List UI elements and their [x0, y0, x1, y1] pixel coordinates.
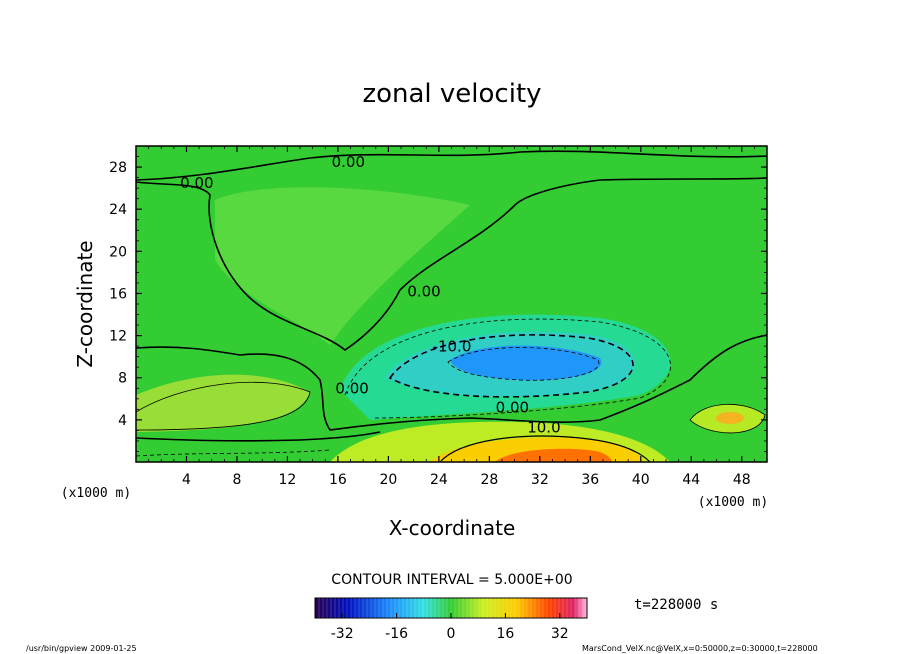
chart-title: zonal velocity: [362, 79, 541, 109]
contour-interval-label: CONTOUR INTERVAL = 5.000E+00: [331, 572, 572, 588]
contour-zero-top: [136, 150, 767, 181]
contour-label: -10.0: [433, 337, 472, 355]
y-tick-label: 28: [109, 160, 127, 176]
x-unit-label: (x1000 m): [61, 486, 131, 501]
contour-minus-five-bottom: [136, 449, 331, 457]
colorbar-tick-label: 32: [551, 626, 569, 642]
x-axis: 4 8 12 16 20 24 28 32 36 40 44 48: [148, 146, 755, 488]
x-tick-label: 48: [733, 472, 751, 488]
colorbar-ticks: -32 -16 0 16 32: [331, 613, 569, 642]
colorbar-stripes: [318, 598, 584, 618]
field-light-green-region: [215, 187, 470, 345]
y-axis-title: Z-coordinate: [73, 240, 97, 367]
contour-minus-fifteen: [447, 347, 600, 381]
contour-ten-positive: [439, 435, 651, 462]
contour-zero-bottom: [136, 431, 381, 442]
contour-minus-ten: [388, 334, 634, 398]
colorbar-tick-label: 0: [447, 626, 456, 642]
field-right-orange-spot: [716, 412, 744, 424]
colorbar-tick-label: -16: [385, 626, 408, 642]
y-unit-label: (x1000 m): [698, 495, 768, 510]
x-tick-label: 4: [182, 472, 191, 488]
time-label: t=228000 s: [634, 597, 718, 613]
contour-lines: [136, 150, 767, 462]
y-tick-label: 16: [109, 286, 127, 302]
contour-label: 0.00: [335, 380, 368, 398]
y-tick-label: 24: [109, 202, 127, 218]
contour-minus-five: [344, 318, 671, 419]
x-axis-title: X-coordinate: [389, 516, 516, 540]
footer-right: MarsCond_VelX.nc@VelX,x=0:50000,z=0:3000…: [582, 644, 818, 653]
contour-label: 10.0: [527, 419, 560, 437]
x-tick-label: 24: [430, 472, 448, 488]
contour-label: 0.00: [407, 283, 440, 301]
x-tick-label: 12: [279, 472, 297, 488]
x-tick-label: 16: [329, 472, 347, 488]
x-tick-label: 44: [682, 472, 700, 488]
y-axis: 4 8 12 16 20 24 28: [109, 156, 767, 452]
field-positive-core: [495, 448, 612, 462]
x-tick-label: 8: [232, 472, 241, 488]
plot-area: 0.00 0.00 0.00 -10.0 0.00 0.00 10.0: [136, 146, 767, 462]
contour-five-positive: [136, 381, 311, 431]
field-negative-core: [450, 345, 602, 381]
colorbar-tick-label: -32: [331, 626, 354, 642]
contour-five-right: [689, 403, 766, 434]
x-tick-label: 40: [632, 472, 650, 488]
x-tick-label: 36: [581, 472, 599, 488]
field-left-yellow-band: [136, 374, 310, 432]
colorbar-tick-label: 16: [496, 626, 514, 642]
y-tick-label: 8: [118, 371, 127, 387]
y-tick-label: 12: [109, 329, 127, 345]
footer-left: /usr/bin/gpview 2009-01-25: [26, 644, 137, 653]
x-tick-label: 20: [379, 472, 397, 488]
colorbar: -32 -16 0 16 32: [314, 597, 588, 642]
contour-label: 0.00: [180, 174, 213, 192]
x-tick-label: 28: [480, 472, 498, 488]
contour-label: 0.00: [332, 153, 365, 171]
contour-zero-mid: [136, 334, 767, 431]
x-tick-label: 32: [531, 472, 549, 488]
y-tick-label: 4: [118, 413, 127, 429]
contour-zero-left-upper: [136, 177, 767, 351]
contour-label: 0.00: [496, 398, 529, 416]
y-tick-label: 20: [109, 244, 127, 260]
contour-labels: 0.00 0.00 0.00 -10.0 0.00 0.00 10.0: [180, 153, 560, 437]
